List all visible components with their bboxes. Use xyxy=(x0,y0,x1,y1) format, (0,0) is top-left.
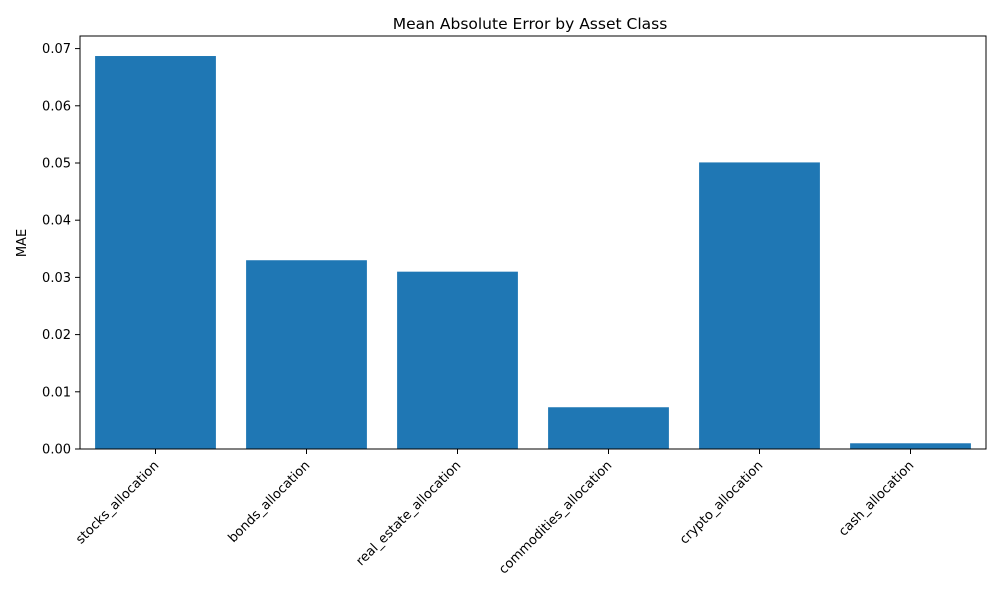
bar-crypto_allocation xyxy=(699,162,820,449)
y-axis: 0.00 0.01 0.02 0.03 0.04 0.05 0.06 0.07 xyxy=(42,42,80,458)
y-tick-label: 0.01 xyxy=(42,385,71,400)
y-axis-label: MAE xyxy=(15,229,30,257)
y-tick-label: 0.03 xyxy=(42,271,71,286)
plot-frame xyxy=(79,35,987,450)
y-tick-label: 0.06 xyxy=(42,99,71,114)
y-tick-label: 0.07 xyxy=(42,42,71,57)
bar-bonds_allocation xyxy=(246,260,367,449)
y-tick-label: 0.02 xyxy=(42,328,71,343)
y-tick-label: 0.00 xyxy=(42,443,71,458)
y-tick-label: 0.04 xyxy=(42,214,71,229)
chart-title: Mean Absolute Error by Asset Class xyxy=(393,15,668,33)
bar-stocks_allocation xyxy=(95,56,216,449)
bars-layer xyxy=(95,56,971,449)
bar-cash_allocation xyxy=(850,443,971,449)
bar-real_estate_allocation xyxy=(397,271,518,449)
bar-commodities_allocation xyxy=(548,407,669,449)
y-tick-label: 0.05 xyxy=(42,156,71,171)
